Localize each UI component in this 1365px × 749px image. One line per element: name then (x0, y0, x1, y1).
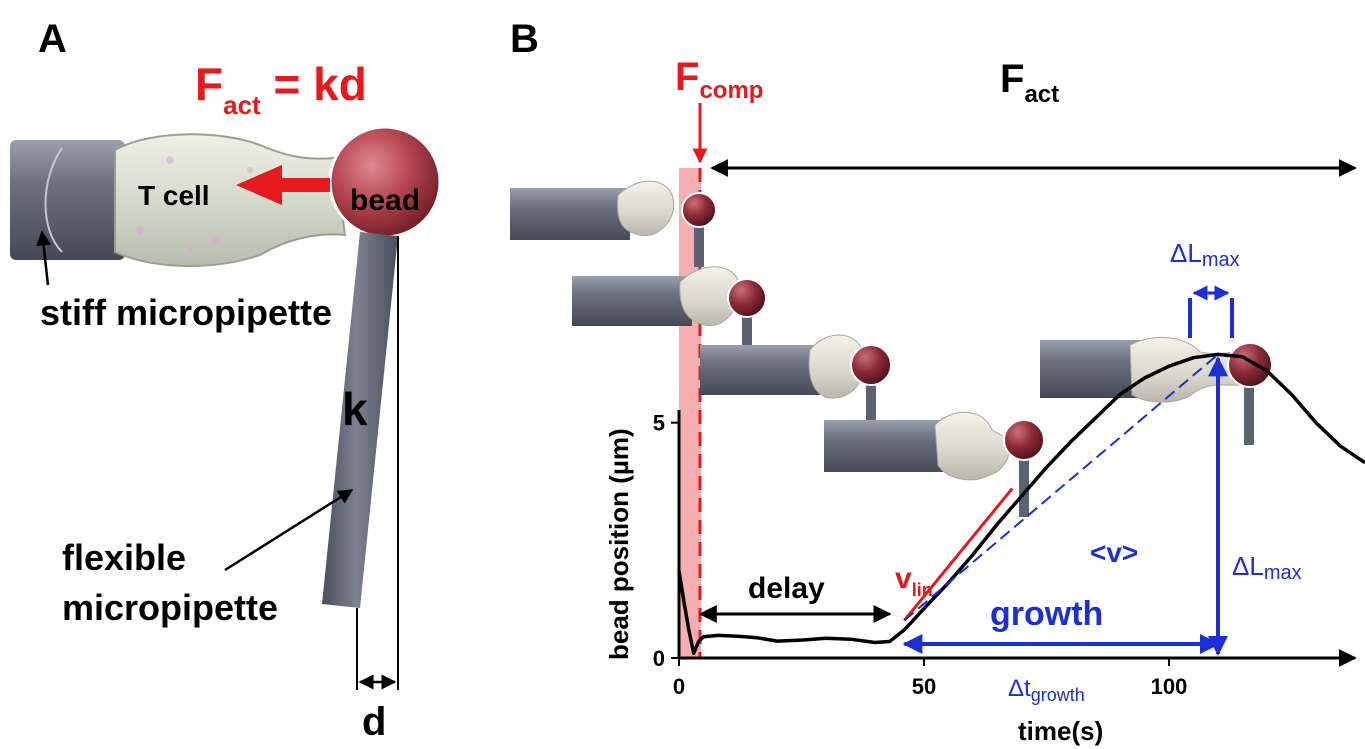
mean-v-label: <v> (1090, 537, 1138, 568)
v-lin-label: vlin (895, 562, 933, 600)
dt-growth-main: Δt (1008, 675, 1031, 702)
panel-b-letter: B (510, 17, 539, 61)
flexible-label-line2: micropipette (62, 587, 278, 628)
deflection-d-label: d (362, 700, 386, 744)
snapshot-1 (510, 180, 717, 267)
dlmax-right-main: ΔL (1232, 551, 1264, 581)
panel-a-letter: A (38, 17, 67, 61)
f-comp-label: Fcomp (675, 55, 763, 104)
dlmax-top-main: ΔL (1170, 238, 1202, 268)
f-comp-main: F (675, 55, 699, 99)
f-act-label: Fact (1000, 57, 1059, 108)
pipette-aperture-outline (44, 147, 63, 253)
force-arrow-head (236, 165, 282, 205)
v-lin-line (903, 487, 1014, 622)
equation-main: F (195, 58, 223, 110)
y-tick-label: 5 (653, 411, 665, 436)
t-cell (114, 133, 347, 268)
mean-v-line (903, 353, 1219, 622)
axis-ticks: 0 50 100 0 5 (653, 411, 1188, 699)
equation-rest: = kd (261, 58, 367, 110)
x-tick-label: 50 (912, 674, 936, 699)
panel-b: B Fcomp Fact (510, 17, 1365, 746)
stiff-micropipette (10, 140, 125, 260)
dlmax-right-label: ΔLmax (1232, 551, 1302, 584)
snapshot-3 (700, 334, 892, 420)
v-lin-sub: lin (912, 580, 933, 600)
stiff-micropipette-label: stiff micropipette (40, 292, 332, 333)
dt-growth-sub: growth (1031, 685, 1085, 705)
y-tick-label: 0 (653, 646, 665, 671)
dlmax-top-sub: max (1202, 249, 1240, 271)
delay-label: delay (748, 572, 825, 605)
dlmax-top-label: ΔLmax (1170, 238, 1240, 271)
t-cell-label: T cell (138, 180, 210, 211)
equation-sub: act (223, 90, 261, 120)
f-act-main: F (1000, 57, 1024, 101)
dt-growth-label: Δtgrowth (1008, 675, 1085, 705)
panel-a: A Fact = kd T cell bead stiff micropipet… (10, 17, 442, 744)
stiff-pipette-pointer (36, 230, 51, 286)
flexible-pipette-pointer (224, 488, 354, 572)
growth-label: growth (990, 595, 1103, 633)
v-lin-main: v (895, 562, 912, 595)
snapshot-2 (572, 266, 767, 350)
force-equation: Fact = kd (195, 58, 367, 120)
f-comp-sub: comp (699, 77, 763, 104)
flexible-label-line1: flexible (62, 537, 186, 578)
bead (328, 125, 442, 239)
snapshot-4 (824, 411, 1045, 517)
dlmax-right-sub: max (1264, 562, 1302, 584)
snapshot-5 (1040, 285, 1273, 445)
stiffness-k-label: k (342, 383, 368, 435)
x-tick-label: 100 (1151, 674, 1188, 699)
y-axis-label: bead position (µm) (604, 428, 634, 660)
x-tick-label: 0 (673, 674, 685, 699)
flexible-micropipette (322, 232, 398, 608)
f-act-sub: act (1024, 81, 1059, 108)
bead-label: bead (350, 184, 420, 217)
x-axis-label: time(s) (1018, 716, 1103, 746)
